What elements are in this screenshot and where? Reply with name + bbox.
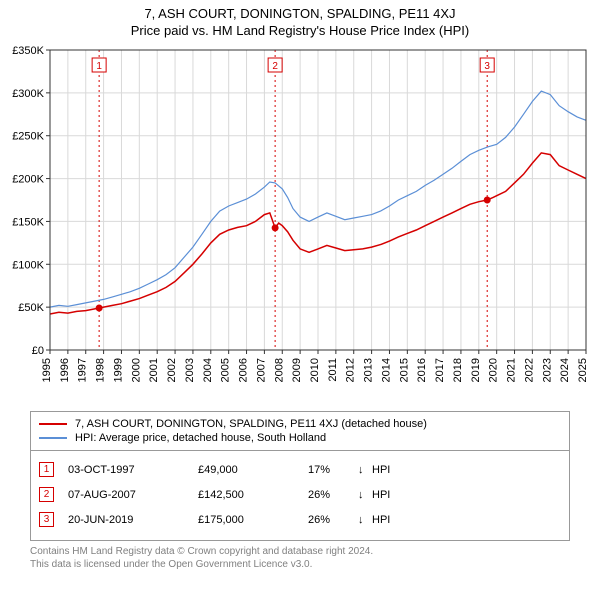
chart-subtitle: Price paid vs. HM Land Registry's House … [0, 23, 600, 38]
legend-item-hpi: HPI: Average price, detached house, Sout… [39, 431, 561, 445]
legend-label-hpi: HPI: Average price, detached house, Sout… [75, 432, 326, 444]
event-price: £142,500 [198, 489, 308, 501]
arrow-down-icon: ↓ [358, 489, 372, 501]
event-pct: 26% [308, 489, 358, 501]
event-date: 20-JUN-2019 [68, 514, 198, 526]
xtick-label: 2017 [434, 358, 446, 382]
xtick-label: 1995 [41, 358, 53, 382]
xtick-label: 2007 [255, 358, 267, 382]
xtick-label: 2005 [220, 358, 232, 382]
xtick-label: 1999 [112, 358, 124, 382]
legend-swatch-property [39, 423, 67, 425]
xtick-label: 2006 [238, 358, 250, 382]
xtick-label: 2008 [273, 358, 285, 382]
event-marker-box: 2 [39, 487, 54, 502]
ytick-label: £150K [12, 216, 44, 228]
ytick-label: £250K [12, 131, 44, 143]
xtick-label: 2015 [398, 358, 410, 382]
xtick-label: 1996 [59, 358, 71, 382]
ytick-label: £350K [12, 46, 44, 57]
xtick-label: 2025 [577, 358, 589, 382]
event-marker-num: 2 [272, 61, 278, 72]
xtick-label: 2000 [130, 358, 142, 382]
event-hpi-label: HPI [372, 514, 390, 526]
ytick-label: £200K [12, 174, 44, 186]
legend-label-property: 7, ASH COURT, DONINGTON, SPALDING, PE11 … [75, 418, 427, 430]
xtick-label: 2001 [148, 358, 160, 382]
title-block: 7, ASH COURT, DONINGTON, SPALDING, PE11 … [0, 0, 600, 42]
chart-title: 7, ASH COURT, DONINGTON, SPALDING, PE11 … [0, 6, 600, 21]
event-marker-box: 1 [39, 462, 54, 477]
footer-line2: This data is licensed under the Open Gov… [30, 558, 570, 571]
xtick-label: 2024 [559, 358, 571, 382]
legend: 7, ASH COURT, DONINGTON, SPALDING, PE11 … [30, 411, 570, 451]
xtick-label: 2011 [327, 358, 339, 382]
chart-svg: £0 £50K £100K £150K £200K £250K £300K £350K 1995… [10, 46, 590, 400]
event-date: 03-OCT-1997 [68, 464, 198, 476]
ytick-label: £50K [18, 302, 44, 314]
legend-swatch-hpi [39, 437, 67, 439]
event-row: 2 07-AUG-2007£142,50026%↓HPI [39, 482, 561, 507]
xtick-label: 2003 [184, 358, 196, 382]
event-marker-num: 3 [484, 61, 490, 72]
arrow-down-icon: ↓ [358, 514, 372, 526]
chart-plot: £0 £50K £100K £150K £200K £250K £300K £350K 1995… [10, 46, 590, 405]
event-pct: 17% [308, 464, 358, 476]
xtick-label: 2018 [452, 358, 464, 382]
xtick-label: 2002 [166, 358, 178, 382]
xtick-label: 1997 [77, 358, 89, 382]
ytick-label: £300K [12, 88, 44, 100]
event-pct: 26% [308, 514, 358, 526]
xtick-label: 2019 [470, 358, 482, 382]
event-row: 3 20-JUN-2019£175,00026%↓HPI [39, 507, 561, 532]
xtick-label: 2010 [309, 358, 321, 382]
event-marker-box: 3 [39, 512, 54, 527]
xtick-label: 2009 [291, 358, 303, 382]
xtick-label: 2023 [541, 358, 553, 382]
xtick-label: 2016 [416, 358, 428, 382]
event-hpi-label: HPI [372, 489, 390, 501]
event-marker-num: 1 [96, 61, 102, 72]
ytick-label: £0 [32, 345, 44, 357]
xtick-label: 2021 [506, 358, 518, 382]
xtick-label: 2020 [488, 358, 500, 382]
xtick-label: 2012 [345, 358, 357, 382]
footer-line1: Contains HM Land Registry data © Crown c… [30, 545, 570, 558]
events-table: 103-OCT-1997£49,00017%↓HPI207-AUG-2007£1… [30, 451, 570, 541]
ytick-label: £100K [12, 259, 44, 271]
event-row: 1 03-OCT-1997£49,00017%↓HPI [39, 457, 561, 482]
xtick-label: 2014 [380, 358, 392, 382]
arrow-down-icon: ↓ [358, 464, 372, 476]
xtick-label: 1998 [95, 358, 107, 382]
xtick-label: 2013 [363, 358, 375, 382]
event-price: £175,000 [198, 514, 308, 526]
event-date: 07-AUG-2007 [68, 489, 198, 501]
event-price: £49,000 [198, 464, 308, 476]
legend-item-property: 7, ASH COURT, DONINGTON, SPALDING, PE11 … [39, 417, 561, 431]
xtick-label: 2022 [523, 358, 535, 382]
xtick-label: 2004 [202, 358, 214, 382]
footer: Contains HM Land Registry data © Crown c… [30, 545, 570, 571]
chart-container: 7, ASH COURT, DONINGTON, SPALDING, PE11 … [0, 0, 600, 571]
event-hpi-label: HPI [372, 464, 390, 476]
